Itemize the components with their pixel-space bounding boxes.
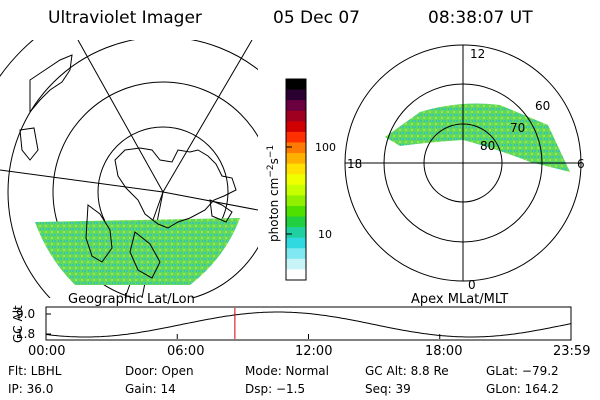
coastline — [129, 231, 161, 279]
altitude-timeline — [45, 306, 572, 341]
colorbar-cell — [286, 216, 306, 228]
colorbar-tick-label: 10 — [318, 228, 332, 241]
coastline — [209, 199, 233, 223]
colorbar-cell — [286, 131, 306, 144]
mlat-label-80: 80 — [480, 139, 495, 153]
coastline — [29, 54, 73, 114]
colorbar — [285, 78, 307, 281]
colorbar-cell — [286, 174, 306, 186]
meridian-line — [0, 169, 164, 193]
colorbar-cell — [286, 237, 306, 249]
door-status: Door: Open — [125, 364, 194, 378]
mlat-label-70: 70 — [510, 121, 525, 135]
geographic-map — [0, 40, 258, 298]
mlt-label-0: 0 — [468, 278, 476, 292]
x-tick-label: 23:59 — [553, 344, 591, 359]
colorbar-cell — [286, 205, 306, 218]
x-tick-label: 06:00 — [167, 344, 205, 359]
altitude-curve — [45, 311, 572, 338]
glat-status: GLat: −79.2 — [486, 364, 559, 378]
x-tick-label: 18:00 — [425, 344, 463, 359]
gain-status: Gain: 14 — [125, 382, 176, 396]
timeline-ylabel: GC Alt — [11, 305, 25, 343]
aurora-emission-region — [35, 218, 240, 285]
colorbar-cell — [286, 89, 306, 101]
coastline — [19, 127, 39, 161]
mode-status: Mode: Normal — [245, 364, 329, 378]
right-panel-caption: Apex MLat/MLT — [411, 292, 509, 307]
mlat-label-60: 60 — [535, 99, 550, 113]
colorbar-cell — [286, 110, 306, 122]
timeline-frame — [45, 306, 572, 341]
coastline — [85, 204, 113, 263]
colorbar-cell — [286, 142, 306, 154]
coastline — [114, 147, 237, 229]
mlt-label-6: 6 — [577, 157, 585, 171]
ip-status: IP: 36.0 — [8, 382, 54, 396]
mlt-label-12: 12 — [470, 47, 485, 61]
colorbar-cell — [286, 79, 306, 91]
colorbar-cell — [286, 227, 306, 239]
date-label: 05 Dec 07 — [273, 8, 360, 28]
filter-status: Flt: LBHL — [8, 364, 62, 378]
x-tick-label: 12:00 — [295, 344, 333, 359]
x-tick-label: 00:00 — [28, 344, 66, 359]
colorbar-cell — [286, 195, 306, 207]
colorbar-unit-label: photon cm−2s−1 — [266, 145, 281, 242]
colorbar-cell — [286, 121, 306, 133]
dsp-status: Dsp: −1.5 — [245, 382, 306, 396]
colorbar-cell — [286, 153, 306, 165]
left-panel-caption: Geographic Lat/Lon — [68, 292, 195, 307]
meridian-line — [77, 40, 164, 193]
colorbar-tick-label: 100 — [315, 141, 336, 154]
colorbar-cell — [286, 269, 306, 281]
instrument-title: Ultraviolet Imager — [48, 8, 202, 28]
mlt-label-18: 18 — [347, 157, 362, 171]
latitude-circle — [7, 40, 258, 298]
glon-status: GLon: 164.2 — [486, 382, 559, 396]
seq-status: Seq: 39 — [365, 382, 411, 396]
magnetic-polar-plot — [344, 44, 582, 282]
y-tick-label: 9.0 — [16, 307, 35, 321]
meridian-line — [162, 40, 253, 193]
colorbar-frame — [285, 78, 307, 281]
aurora-oval — [385, 103, 570, 172]
colorbar-cell — [286, 184, 306, 196]
colorbar-cell — [286, 100, 306, 112]
y-tick-label: 1.8 — [16, 327, 35, 341]
colorbar-cell — [286, 163, 306, 175]
time-label: 08:38:07 UT — [428, 8, 533, 28]
latitude-circle — [52, 81, 258, 298]
colorbar-cell — [286, 258, 306, 271]
gc-alt-status: GC Alt: 8.8 Re — [365, 364, 449, 378]
colorbar-cell — [286, 248, 306, 260]
